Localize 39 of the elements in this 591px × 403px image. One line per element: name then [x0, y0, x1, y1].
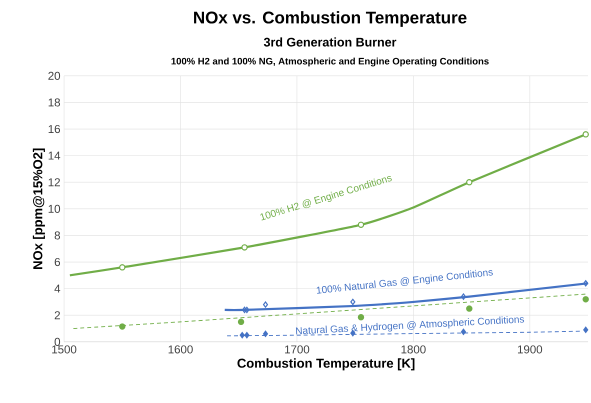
- x-tick-label: 1600: [168, 345, 193, 354]
- y-tick-label: 10: [48, 204, 60, 213]
- point: [350, 298, 356, 306]
- point: [358, 314, 364, 320]
- y-tick-label: 0: [54, 338, 60, 346]
- point: [119, 323, 126, 330]
- point: [583, 280, 588, 286]
- point: [460, 293, 466, 300]
- y-tick-label: 20: [48, 72, 60, 80]
- x-tick-label: 1500: [52, 345, 76, 354]
- point: [466, 179, 472, 186]
- annotation: 100% Natural Gas @ Engine Conditions: [316, 270, 493, 294]
- text: 100% H2 and 100% NG, Atmospheric and Engine Operating Conditions: [172, 58, 489, 66]
- y-tick-label: 6: [54, 258, 60, 266]
- chart-title: NOx vs. Combustion Temperature: [194, 11, 467, 27]
- point: [238, 318, 244, 326]
- point: [466, 305, 472, 312]
- point: [240, 332, 245, 338]
- point: [119, 264, 126, 271]
- y-tick-label: 2: [54, 311, 60, 320]
- x-axis-title: Combustion Temperature [K]: [237, 358, 414, 370]
- y-tick-label: 4: [54, 284, 60, 293]
- point: [244, 332, 250, 338]
- point: [262, 301, 268, 308]
- point: [262, 330, 268, 338]
- x-tick-label: 1900: [518, 345, 542, 354]
- chart-subtitle: 3rd Generation Burner: [264, 37, 396, 47]
- point: [241, 244, 248, 251]
- y-axis-title: NOx [ppm@15%O2]: [32, 148, 45, 269]
- y-tick-label: 14: [48, 152, 60, 160]
- point: [460, 328, 466, 336]
- point: [358, 222, 364, 228]
- x-tick-label: 1700: [285, 345, 310, 354]
- x-tick-label: 1800: [402, 345, 426, 354]
- y-tick-label: 12: [48, 178, 60, 186]
- point: [242, 306, 248, 314]
- y-tick-label: 16: [48, 124, 60, 134]
- y-tick-label: 18: [48, 98, 60, 106]
- y-tick-label: 8: [54, 231, 60, 240]
